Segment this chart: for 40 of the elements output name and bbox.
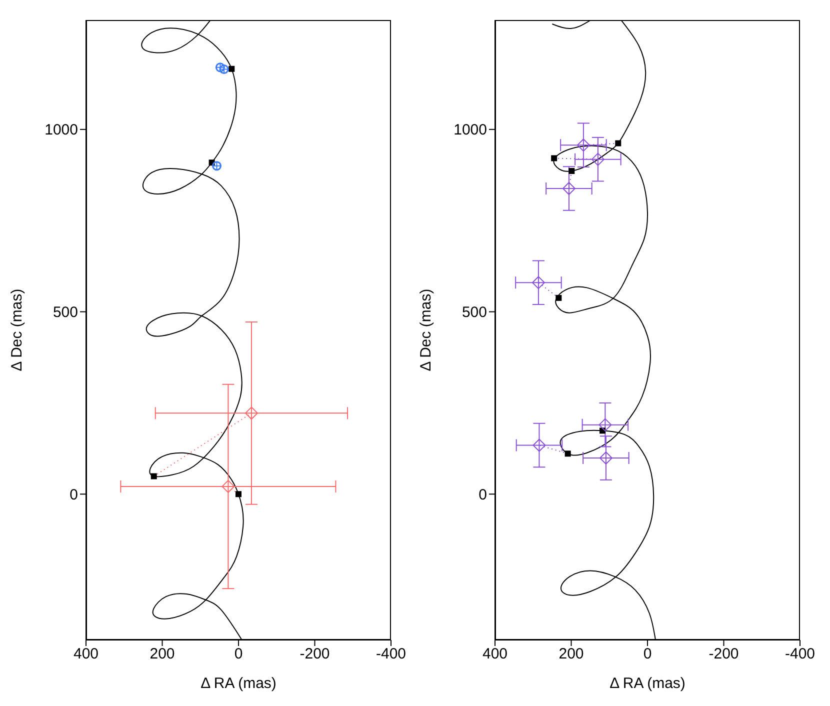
point <box>532 276 545 290</box>
x-tick-label: 0 <box>643 646 652 663</box>
point <box>591 152 604 166</box>
y-tick-label: 1000 <box>44 122 78 139</box>
point <box>532 438 546 452</box>
x-axis-title: Δ RA (mas) <box>200 675 276 692</box>
x-tick-label: -200 <box>300 646 330 663</box>
point <box>564 450 571 457</box>
y-tick-label: 0 <box>70 486 78 504</box>
x-tick-label: 400 <box>482 646 508 663</box>
point <box>576 138 590 152</box>
point <box>219 64 229 74</box>
point <box>568 168 575 174</box>
point <box>244 406 258 420</box>
x-tick-label: -400 <box>784 646 816 663</box>
point <box>222 480 235 493</box>
point <box>236 491 242 498</box>
y-tick-label: 500 <box>462 304 487 322</box>
point <box>615 140 622 146</box>
x-tick-label: 200 <box>150 646 175 663</box>
y-axis-title: Δ Dec (mas) <box>8 288 26 372</box>
y-tick-label: 1000 <box>454 122 487 139</box>
point <box>228 66 235 72</box>
y-tick-label: 500 <box>52 304 78 322</box>
point <box>551 155 558 162</box>
point <box>215 62 225 72</box>
point <box>150 473 157 480</box>
x-tick-label: 200 <box>558 646 584 663</box>
x-axis-title: Δ RA (mas) <box>610 675 686 692</box>
y-axis-title: Δ Dec (mas) <box>417 288 434 372</box>
x-tick-label: 400 <box>73 646 99 663</box>
point <box>212 161 222 171</box>
x-tick-label: -400 <box>376 646 406 663</box>
point <box>599 452 612 465</box>
point <box>562 182 576 195</box>
y-tick-label: 0 <box>478 486 487 504</box>
point <box>556 294 562 301</box>
x-tick-label: -200 <box>708 646 739 663</box>
x-tick-label: 0 <box>234 646 243 663</box>
point <box>598 418 612 432</box>
